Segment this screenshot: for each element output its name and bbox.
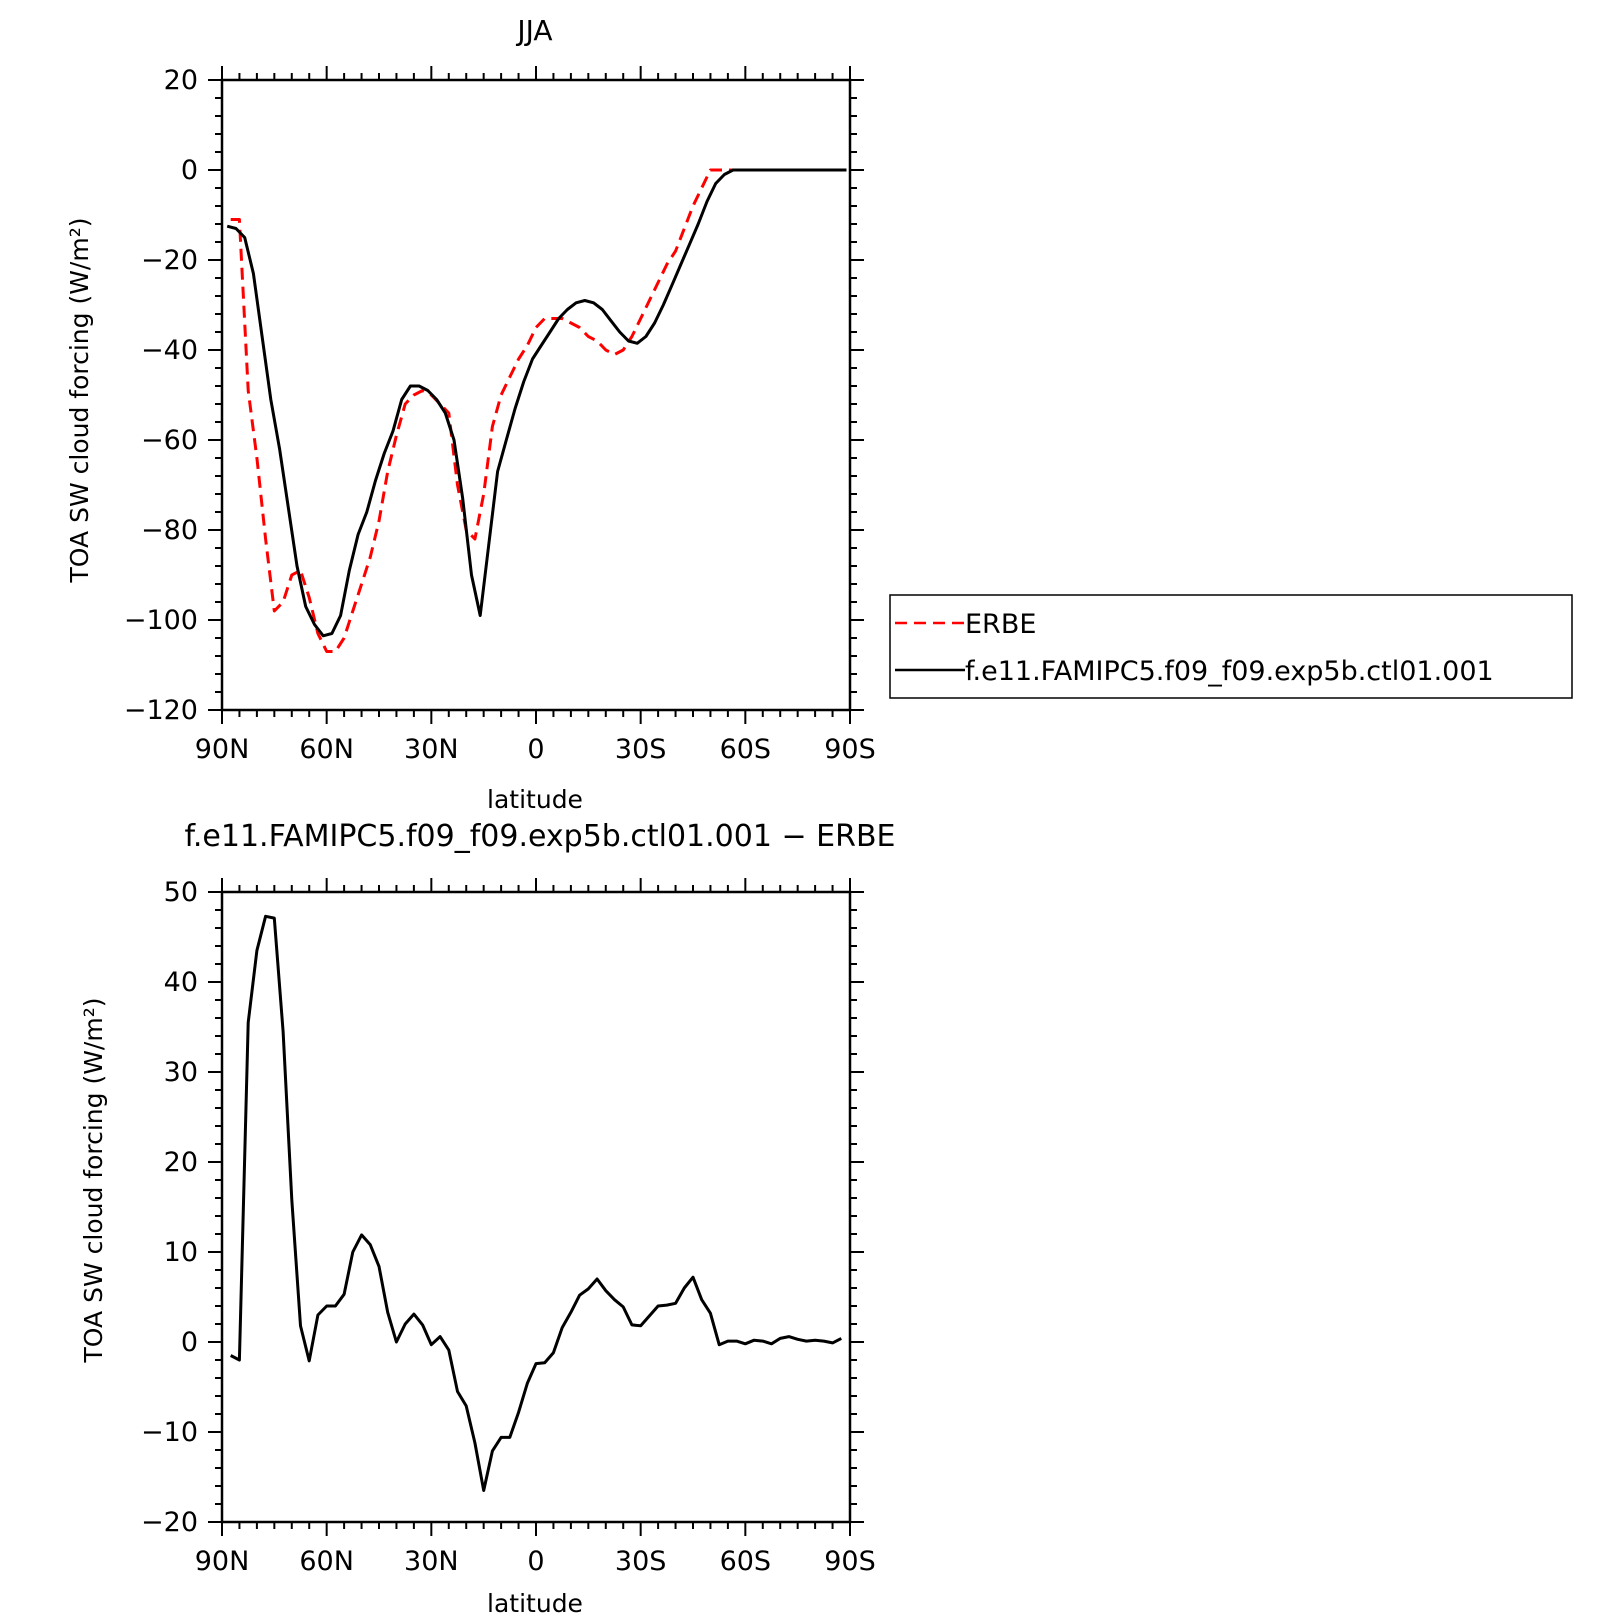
x-tick-label: 90S [824, 1546, 876, 1577]
difference-chart-title: f.e11.FAMIPC5.f09_f09.exp5b.ctl01.001 − … [184, 819, 895, 854]
legend-label-erbe: ERBE [965, 609, 1036, 640]
x-tick-label: 30N [404, 734, 459, 765]
y-tick-label: −10 [141, 1417, 198, 1448]
bottom-chart-panel: f.e11.FAMIPC5.f09_f09.exp5b.ctl01.001 − … [79, 819, 896, 1618]
y-tick-label: 40 [164, 967, 198, 998]
y-tick-label: −20 [141, 245, 198, 276]
x-tick-label: 0 [527, 734, 544, 765]
y-tick-label: 0 [181, 1327, 198, 1358]
series-line-f-e11-famipc5-f09-f09-exp5b-ctl01-001 [226, 168, 847, 638]
top-chart-panel: JJA 90N 60N 30N 0 30S 60S 90S 20 0 −20 −40 −60 −80 −1… [65, 14, 876, 814]
x-tick-label: 90S [824, 734, 876, 765]
x-tick-label: 30N [404, 1546, 459, 1577]
x-tick-label: 30S [615, 734, 667, 765]
legend-frame [889, 594, 1573, 699]
y-tick-label: −120 [124, 695, 198, 726]
x-axis-label: latitude [487, 1589, 583, 1618]
y-tick-label: 30 [164, 1057, 198, 1088]
legend: ERBE f.e11.FAMIPC5.f09_f09.exp5b.ctl01.0… [889, 594, 1573, 699]
y-axis-label: TOA SW cloud forcing (W/m²) [79, 998, 108, 1364]
bottom-data-lines [230, 914, 842, 1492]
y-tick-label: 10 [164, 1237, 198, 1268]
bottom-axes: 90N 60N 30N 0 30S 60S 90S 50 40 30 20 10 0 −10 −20 [141, 877, 876, 1577]
x-tick-label: 90N [195, 1546, 250, 1577]
x-tick-label: 60N [299, 1546, 354, 1577]
x-tick-label: 60S [720, 734, 772, 765]
y-axis-label: TOA SW cloud forcing (W/m²) [65, 218, 94, 584]
top-axes: 90N 60N 30N 0 30S 60S 90S 20 0 −20 −40 −60 −80 −100 −1… [124, 65, 876, 765]
y-tick-label: −60 [141, 425, 198, 456]
x-axis-label: latitude [487, 785, 583, 814]
x-tick-label: 60S [720, 1546, 772, 1577]
top-data-lines [226, 168, 847, 653]
y-tick-label: 20 [164, 65, 198, 96]
series-line-difference [230, 914, 842, 1492]
y-tick-label: 50 [164, 877, 198, 908]
legend-label-model: f.e11.FAMIPC5.f09_f09.exp5b.ctl01.001 [965, 656, 1494, 687]
y-tick-label: −100 [124, 605, 198, 636]
y-tick-label: 20 [164, 1147, 198, 1178]
y-tick-label: −20 [141, 1507, 198, 1538]
y-tick-label: 0 [181, 155, 198, 186]
y-tick-label: −40 [141, 335, 198, 366]
chart-title: JJA [515, 14, 552, 47]
x-tick-label: 60N [299, 734, 354, 765]
x-tick-label: 30S [615, 1546, 667, 1577]
x-tick-label: 90N [195, 734, 250, 765]
y-tick-label: −80 [141, 515, 198, 546]
x-tick-label: 0 [527, 1546, 544, 1577]
